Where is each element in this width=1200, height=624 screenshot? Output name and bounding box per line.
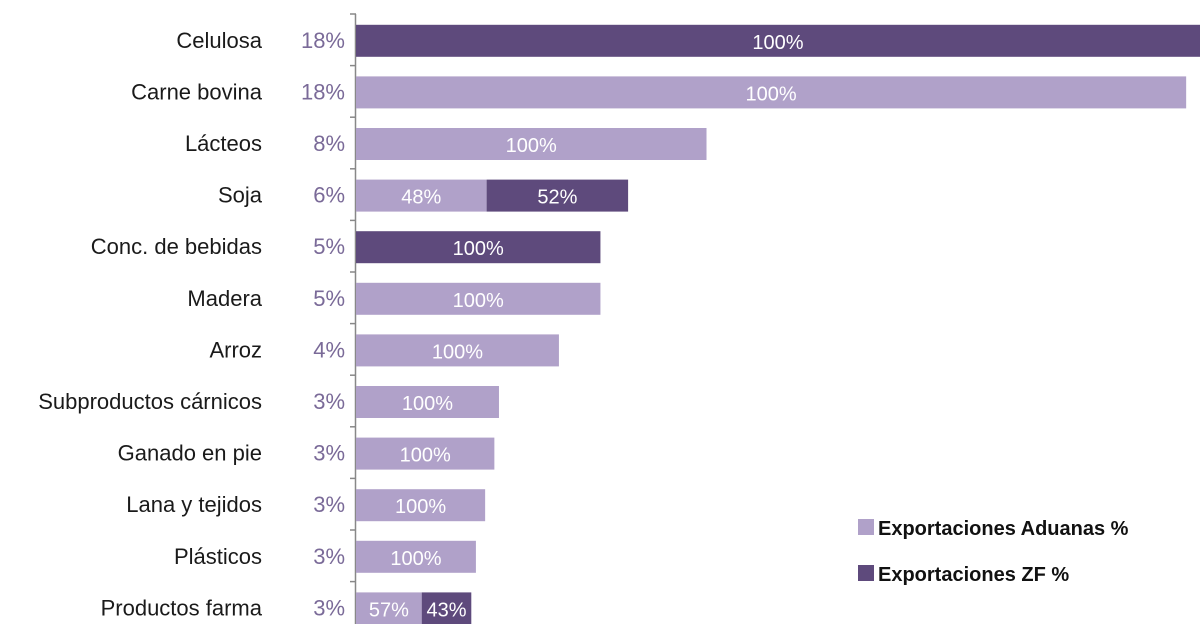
category-label: Conc. de bebidas [91,234,262,259]
share-label: 4% [313,337,345,362]
category-label: Carne bovina [131,79,263,104]
bar-segment-aduanas [356,282,601,315]
bar-segment-aduanas [356,128,707,160]
category-label: Productos farma [101,595,263,620]
bar-segment-aduanas [356,437,495,470]
bar-segment-aduanas [356,540,476,573]
bar-segment-zf [356,24,1200,57]
share-label: 3% [313,441,345,466]
category-label: Plásticos [174,544,262,569]
category-label: Arroz [209,337,262,362]
bar-value-label: 100% [402,393,453,415]
bar-segment-zf [356,231,601,264]
bar-value-label: 100% [746,83,797,105]
bar-segment-aduanas [356,76,1187,109]
category-label: Soja [218,183,263,208]
share-label: 3% [313,595,345,620]
legend-label-zf: Exportaciones ZF % [878,564,1069,586]
category-label: Lácteos [185,131,262,156]
bar-value-label: 100% [400,445,451,467]
share-label: 5% [313,234,345,259]
bar-value-label: 100% [453,290,504,312]
share-label: 3% [313,492,345,517]
bar-value-label: 100% [453,238,504,260]
bar-segment-zf [486,179,629,212]
bar-segment-aduanas [356,489,486,522]
share-label: 5% [313,286,345,311]
share-label: 6% [313,183,345,208]
category-label: Celulosa [176,28,262,53]
bar-segment-aduanas [356,334,559,367]
category-label: Subproductos cárnicos [38,389,262,414]
bar-value-label: 100% [395,496,446,518]
bar-segment-aduanas [356,386,499,418]
share-label: 3% [313,389,345,414]
category-label: Ganado en pie [118,441,262,466]
bar-value-label: 100% [432,341,483,363]
legend-swatch-aduanas [858,519,874,535]
category-label: Madera [187,286,262,311]
bar-segment-zf [421,592,472,624]
share-label: 18% [301,28,345,53]
legend-label-aduanas: Exportaciones Aduanas % [878,518,1129,540]
legend-swatch-zf [858,565,874,581]
bar-segment-aduanas [356,179,487,212]
bar-value-label: 100% [752,32,803,54]
bar-segment-aduanas [356,592,422,624]
bar-value-label: 43% [426,599,466,621]
bar-value-label: 57% [369,599,409,621]
category-label: Lana y tejidos [126,492,262,517]
bar-value-label: 52% [537,187,577,209]
bar-value-label: 48% [401,187,441,209]
share-label: 8% [313,131,345,156]
bar-value-label: 100% [390,548,441,570]
share-label: 3% [313,544,345,569]
bar-value-label: 100% [506,135,557,157]
share-label: 18% [301,79,345,104]
